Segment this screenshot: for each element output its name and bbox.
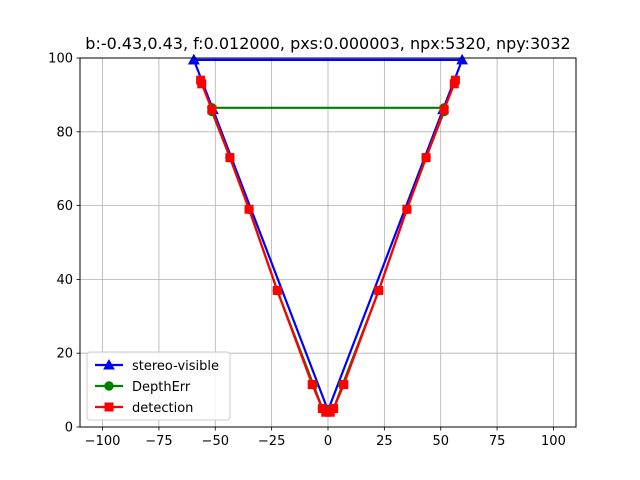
series-line-stereo-visible	[192, 58, 464, 412]
x-tick-label: −75	[145, 434, 172, 449]
data-point-detection	[207, 105, 217, 115]
legend-label-stereo-visible: stereo-visible	[132, 359, 219, 374]
x-tick-label: 50	[432, 434, 449, 449]
data-point-detection	[421, 153, 431, 163]
data-point-detection	[307, 380, 317, 390]
legend-marker-stereo-visible	[103, 358, 115, 370]
legend-marker-deptherr	[104, 381, 114, 391]
y-tick-label: 100	[48, 52, 73, 67]
data-point-detection	[197, 79, 207, 89]
axes: −100 −75 −50 −25 0 25 50 75 100 0 20 40 60 80 100	[48, 52, 566, 450]
y-tick-label: 80	[56, 125, 73, 140]
data-point-detection	[450, 75, 460, 85]
series-detection	[196, 75, 460, 417]
legend-marker-detection	[104, 402, 114, 412]
data-point-stereo-visible	[188, 53, 200, 65]
x-tick-label: 0	[324, 434, 332, 449]
legend-box	[86, 351, 231, 421]
x-tick-label: −100	[85, 434, 121, 449]
x-tick-label: −25	[258, 434, 285, 449]
data-point-detection	[339, 380, 349, 390]
data-point-detection	[225, 153, 235, 163]
data-point-detection	[374, 285, 384, 295]
y-tick-label: 0	[65, 421, 73, 436]
x-tick-label: 25	[376, 434, 393, 449]
data-point-detection	[329, 404, 339, 414]
data-point-detection	[272, 285, 282, 295]
x-tick-label: −50	[202, 434, 229, 449]
y-tick-label: 20	[56, 347, 73, 362]
legend-label-deptherr: DepthErr	[132, 380, 191, 395]
legend: stereo-visible DepthErr detection	[86, 351, 231, 421]
series-lines	[188, 53, 468, 417]
chart-title: b:-0.43,0.43, f:0.012000, pxs:0.000003, …	[85, 34, 570, 53]
x-tick-label: 100	[541, 434, 566, 449]
data-point-detection	[439, 105, 449, 115]
data-point-detection	[402, 204, 412, 214]
y-tick-label: 40	[56, 273, 73, 288]
y-tick-label: 60	[56, 199, 73, 214]
x-tick-label: 75	[489, 434, 506, 449]
data-point-stereo-visible	[456, 53, 468, 65]
legend-label-detection: detection	[132, 401, 193, 416]
data-point-detection	[244, 204, 254, 214]
